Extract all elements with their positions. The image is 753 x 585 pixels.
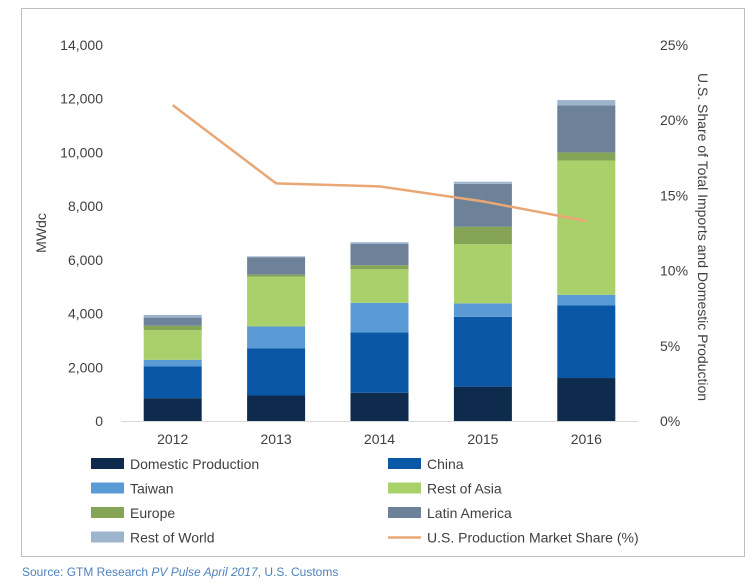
legend-label: Rest of World — [130, 530, 215, 546]
bar-segment — [143, 314, 202, 318]
legend-label: Taiwan — [130, 481, 174, 497]
legend-swatch — [388, 507, 421, 518]
chart-frame: 0 2,000 4,000 6,000 8,000 10,000 12,000 14,000 0… — [21, 8, 745, 557]
legend-label: Rest of Asia — [427, 481, 502, 497]
bar-segment — [143, 317, 202, 326]
bar-segment — [350, 242, 409, 244]
bar-segment — [453, 244, 512, 304]
bar-segment — [453, 181, 512, 184]
bar-segment — [557, 100, 616, 106]
source-italic: PV Pulse April 2017 — [151, 565, 258, 579]
legend-label: China — [427, 456, 464, 472]
bar-segment — [350, 269, 409, 303]
bar-segment — [557, 160, 616, 295]
bar-segment — [350, 392, 409, 421]
bar-segment — [143, 330, 202, 360]
legend-label: Latin America — [427, 505, 512, 521]
y-tick-label: 12,000 — [60, 91, 103, 107]
y2-tick-label: 5% — [660, 338, 680, 354]
bar-segment — [143, 325, 202, 331]
bar-segment — [247, 256, 306, 258]
bar-segment — [247, 274, 306, 277]
legend-swatch — [91, 482, 124, 494]
bar-segment — [247, 276, 306, 327]
y-tick-label: 4,000 — [68, 306, 103, 322]
bar-segment — [350, 243, 409, 266]
bar-segment — [453, 316, 512, 387]
bar-segment — [143, 398, 202, 421]
bar-segment — [247, 257, 306, 275]
legend-swatch — [388, 482, 421, 494]
bar-segment — [453, 226, 512, 245]
bar-segment — [247, 395, 306, 421]
y-tick-label: 8,000 — [68, 198, 103, 214]
legend-label: Europe — [130, 505, 175, 521]
y2-tick-label: 0% — [660, 413, 680, 429]
bar-segment — [350, 302, 409, 333]
bar-segment — [453, 386, 512, 421]
bar-segment — [350, 332, 409, 393]
chart: 0 2,000 4,000 6,000 8,000 10,000 12,000 14,000 0… — [33, 37, 711, 546]
y2-tick-label: 20% — [660, 112, 688, 128]
y-tick-label: 10,000 — [60, 144, 103, 160]
source-suffix: , U.S. Customs — [257, 565, 339, 579]
y-tick-label: 6,000 — [68, 252, 103, 268]
x-tick-label: 2015 — [467, 431, 498, 447]
bar-segment — [143, 359, 202, 367]
y2-tick-label: 10% — [660, 263, 688, 279]
y2-axis-title: U.S. Share of Total Imports and Domestic… — [695, 73, 711, 401]
y-tick-label: 0 — [95, 413, 103, 429]
bar-segment — [350, 265, 409, 270]
y-tick-label: 2,000 — [68, 359, 103, 375]
legend-swatch — [91, 531, 124, 543]
x-tick-label: 2014 — [364, 431, 395, 447]
legend-swatch — [91, 458, 124, 469]
x-tick-label: 2016 — [571, 431, 602, 447]
bar-segment — [453, 303, 512, 317]
legend-swatch — [388, 458, 421, 469]
source-prefix: Source: GTM Research — [22, 565, 152, 579]
y2-tick-label: 15% — [660, 187, 688, 203]
y-tick-label: 14,000 — [60, 37, 103, 53]
legend-swatch — [91, 507, 124, 518]
x-tick-label: 2012 — [157, 431, 188, 447]
legend-label: U.S. Production Market Share (%) — [427, 530, 639, 546]
y-axis-title: MWdc — [33, 213, 49, 253]
market-share-line — [171, 104, 587, 223]
bar-segment — [557, 152, 616, 161]
bar-segment — [557, 105, 616, 153]
source-note: Source: GTM Research PV Pulse April 2017… — [22, 565, 338, 579]
legend-label: Domestic Production — [130, 456, 259, 472]
y2-tick-label: 25% — [660, 37, 688, 53]
bar-segment — [247, 348, 306, 396]
bar-segment — [557, 294, 616, 306]
x-tick-label: 2013 — [261, 431, 292, 447]
bar-segment — [557, 305, 616, 379]
bar-segment — [557, 378, 616, 421]
bar-segment — [143, 366, 202, 399]
bar-segment — [247, 326, 306, 349]
